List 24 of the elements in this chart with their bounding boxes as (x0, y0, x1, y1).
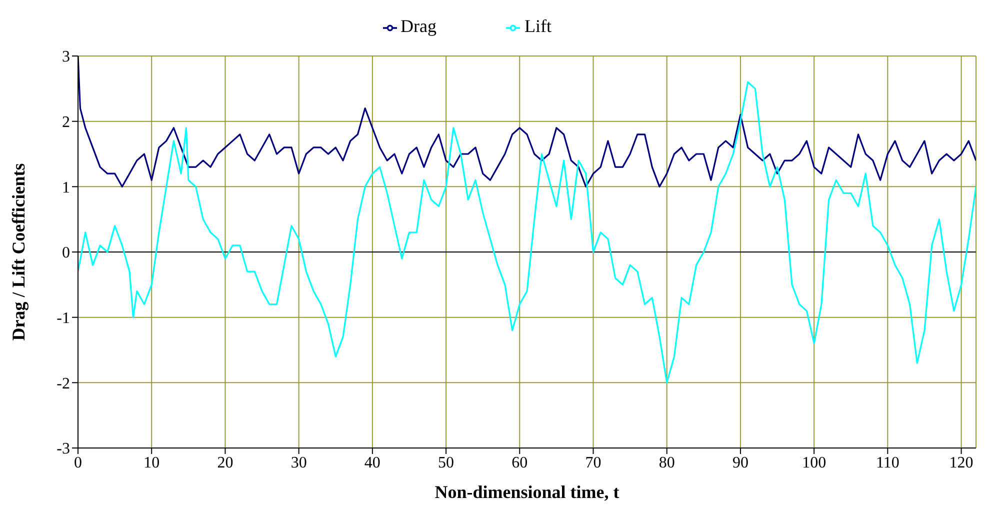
y-axis-title: Drag / Lift Coefficients (8, 163, 28, 341)
x-tick-label: 110 (876, 454, 900, 472)
y-tick-label: 0 (62, 244, 70, 262)
y-tick-label: -2 (56, 375, 70, 392)
x-tick-label: 70 (585, 454, 602, 472)
x-tick-label: 30 (290, 454, 307, 472)
x-tick-label: 20 (217, 454, 234, 472)
y-tick-label: 3 (62, 48, 70, 66)
x-tick-label: 10 (144, 454, 160, 472)
x-tick-label: 50 (438, 454, 454, 472)
legend-label: Drag (400, 16, 436, 36)
y-tick-label: -3 (56, 440, 70, 458)
x-tick-label: 0 (74, 454, 82, 472)
x-tick-label: 60 (512, 454, 528, 472)
x-tick-label: 120 (949, 454, 974, 472)
x-tick-label: 80 (658, 454, 675, 472)
y-tick-label: -1 (56, 310, 70, 328)
x-tick-label: 100 (802, 454, 826, 472)
x-tick-label: 40 (364, 454, 380, 472)
x-axis-title: Non-dimensional time, t (434, 482, 620, 502)
y-tick-label: 1 (62, 179, 70, 196)
legend-label: Lift (524, 16, 552, 36)
y-tick-label: 2 (62, 114, 70, 132)
x-tick-label: 90 (732, 454, 748, 472)
